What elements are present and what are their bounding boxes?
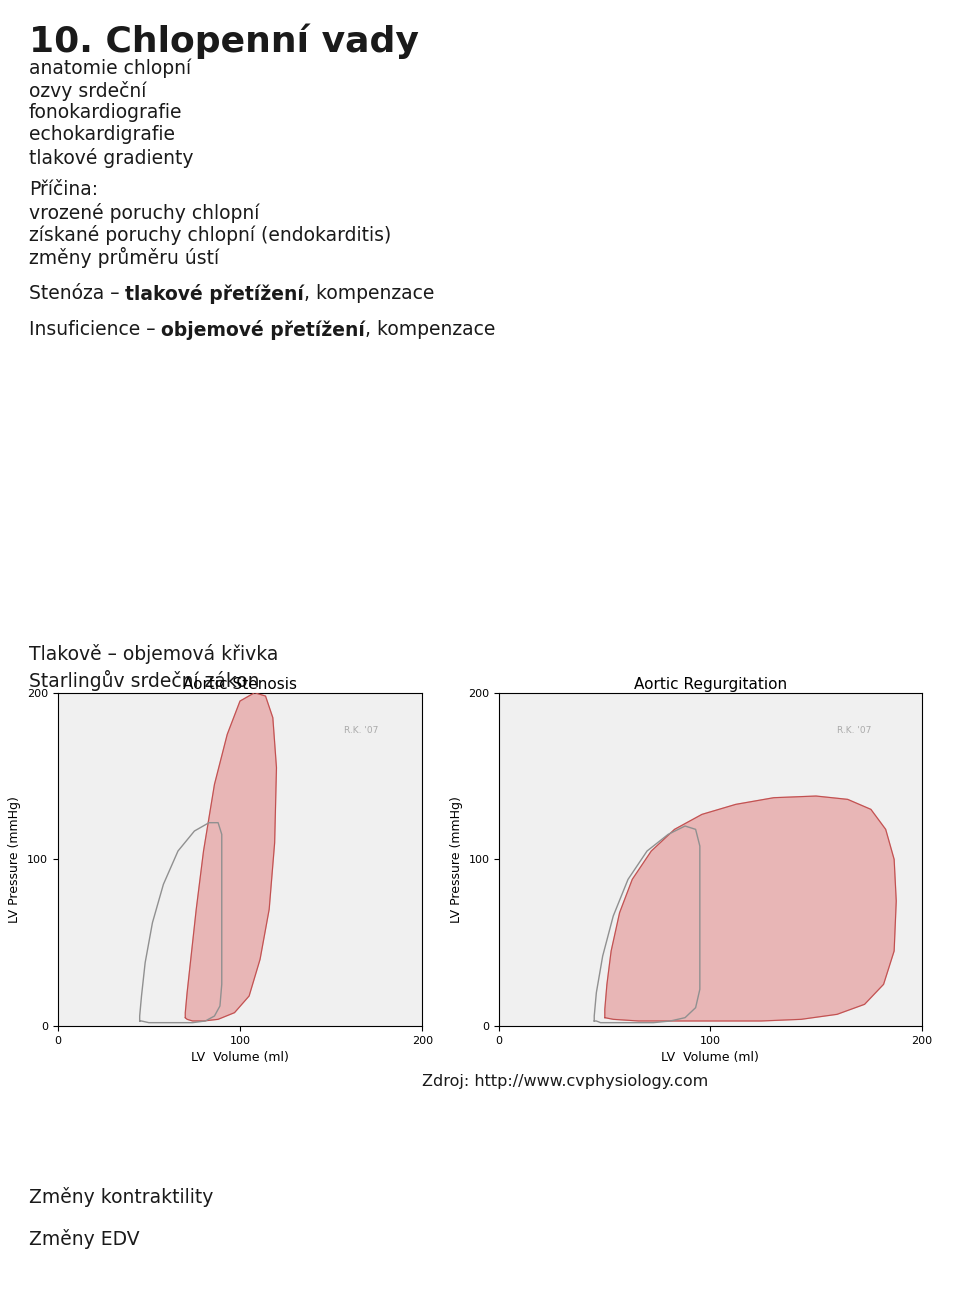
Text: fonokardiografie: fonokardiografie xyxy=(29,103,182,123)
Text: vrozené poruchy chlopní: vrozené poruchy chlopní xyxy=(29,203,259,222)
Y-axis label: LV Pressure (mmHg): LV Pressure (mmHg) xyxy=(9,796,21,923)
X-axis label: LV  Volume (ml): LV Volume (ml) xyxy=(191,1051,289,1064)
Text: Tlakově – objemová křivka: Tlakově – objemová křivka xyxy=(29,644,278,664)
Text: R.K. '07: R.K. '07 xyxy=(836,727,871,735)
Text: , kompenzace: , kompenzace xyxy=(365,320,495,340)
Text: Změny kontraktility: Změny kontraktility xyxy=(29,1187,213,1206)
Polygon shape xyxy=(605,796,897,1021)
Text: získané poruchy chlopní (endokarditis): získané poruchy chlopní (endokarditis) xyxy=(29,225,391,244)
Text: 10. Chlopenní vady: 10. Chlopenní vady xyxy=(29,24,419,59)
Text: R.K. '07: R.K. '07 xyxy=(345,727,378,735)
X-axis label: LV  Volume (ml): LV Volume (ml) xyxy=(661,1051,759,1064)
Title: Aortic Regurgitation: Aortic Regurgitation xyxy=(634,677,787,691)
Text: Změny EDV: Změny EDV xyxy=(29,1229,139,1248)
Text: Stenóza –: Stenóza – xyxy=(29,284,126,303)
Text: anatomie chlopní: anatomie chlopní xyxy=(29,59,191,78)
Y-axis label: LV Pressure (mmHg): LV Pressure (mmHg) xyxy=(450,796,463,923)
Text: Starlingův srdeční zákon: Starlingův srdeční zákon xyxy=(29,670,259,691)
Text: změny průměru ústí: změny průměru ústí xyxy=(29,247,219,268)
Text: objemové přetížení: objemové přetížení xyxy=(161,320,365,340)
Text: ozvy srdeční: ozvy srdeční xyxy=(29,81,146,101)
Title: Aortic Stenosis: Aortic Stenosis xyxy=(183,677,297,691)
Text: echokardigrafie: echokardigrafie xyxy=(29,125,175,145)
Text: Zdroj: http://www.cvphysiology.com: Zdroj: http://www.cvphysiology.com xyxy=(422,1074,708,1089)
Text: tlakové gradienty: tlakové gradienty xyxy=(29,148,193,167)
Text: , kompenzace: , kompenzace xyxy=(304,284,435,303)
Polygon shape xyxy=(185,693,276,1021)
Text: Insuficience –: Insuficience – xyxy=(29,320,161,340)
Text: tlakové přetížení: tlakové přetížení xyxy=(126,284,304,303)
Text: Příčina:: Příčina: xyxy=(29,180,98,200)
